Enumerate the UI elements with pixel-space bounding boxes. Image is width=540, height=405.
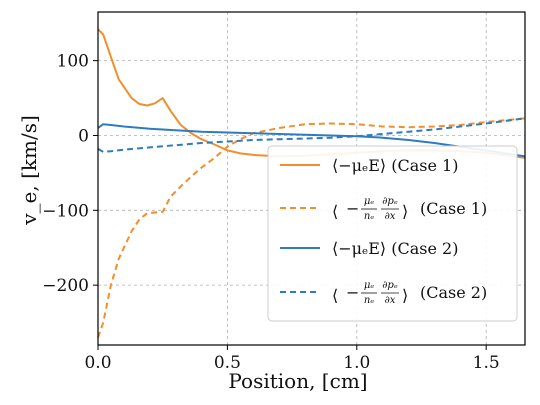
legend-minus: − bbox=[346, 199, 359, 218]
x-tick-label: 1.5 bbox=[473, 353, 500, 373]
axis-ticks: 0.0 0.5 1.0 1.5 100 0 −100 −200 bbox=[42, 52, 499, 373]
axes-frame bbox=[97, 11, 526, 346]
legend-label: ⟨−μₑE⟩ (Case 2) bbox=[332, 239, 458, 258]
legend-label: ⟨ − μₑ nₑ ∂pₑ ∂x ⟩ (Case 2) bbox=[332, 280, 487, 306]
legend-box bbox=[267, 145, 518, 322]
y-axis-label: v_e, [km/s] bbox=[17, 115, 41, 226]
legend-suffix: (Case 1) bbox=[420, 199, 487, 218]
legend-label: ⟨ − μₑ nₑ ∂pₑ ∂x ⟩ (Case 1) bbox=[332, 196, 487, 222]
legend-frac-den: nₑ bbox=[364, 295, 374, 306]
legend-minus: − bbox=[346, 283, 359, 302]
legend-frac-den: nₑ bbox=[364, 211, 374, 222]
legend-frac-num: ∂pₑ bbox=[382, 196, 398, 207]
legend-bracket: ⟨ bbox=[332, 202, 338, 221]
legend-frac-num: μₑ bbox=[364, 196, 374, 207]
legend-suffix: (Case 2) bbox=[420, 283, 487, 302]
legend-bracket: ⟨ bbox=[332, 286, 338, 305]
legend-frac-den: ∂x bbox=[385, 211, 396, 222]
y-tick-label: 0 bbox=[78, 126, 89, 146]
legend-frac-den: ∂x bbox=[385, 295, 396, 306]
legend-bracket: ⟩ bbox=[402, 286, 408, 305]
y-tick-label: −200 bbox=[42, 276, 89, 296]
legend-label: ⟨−μₑE⟩ (Case 1) bbox=[332, 156, 458, 175]
series-line-2 bbox=[97, 117, 526, 338]
legend-frac-num: ∂pₑ bbox=[382, 280, 398, 291]
legend-bracket: ⟩ bbox=[402, 202, 408, 221]
series-line-3 bbox=[97, 123, 526, 158]
x-tick-label: 0.0 bbox=[84, 353, 111, 373]
x-tick-label: 1.0 bbox=[343, 353, 370, 373]
legend-frac-num: μₑ bbox=[364, 280, 374, 291]
y-tick-label: −100 bbox=[42, 201, 89, 221]
x-tick-label: 0.5 bbox=[214, 353, 241, 373]
series-line-4 bbox=[97, 117, 526, 153]
y-tick-label: 100 bbox=[57, 52, 89, 72]
plot-frame bbox=[97, 11, 526, 346]
x-axis-label: Position, [cm] bbox=[228, 369, 367, 393]
